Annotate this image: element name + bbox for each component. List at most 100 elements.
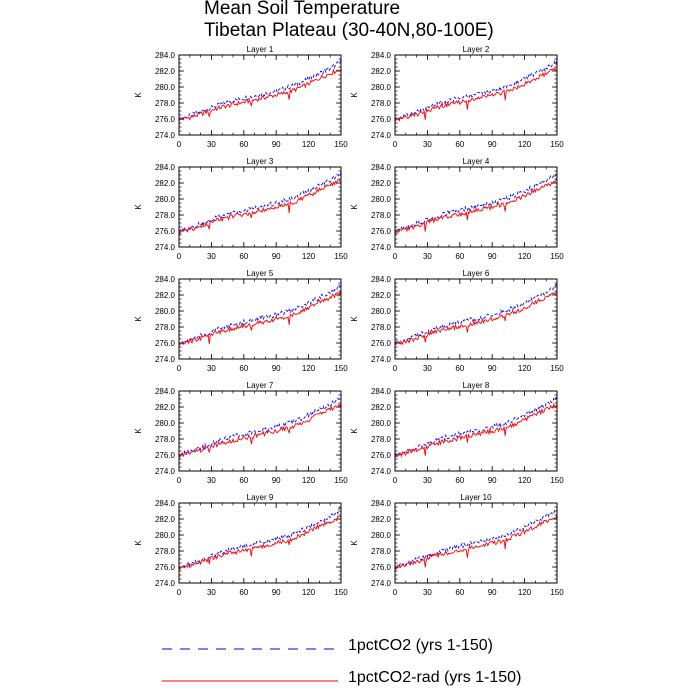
panel-8-x-tick-label: 30 — [423, 476, 432, 485]
panel-9-y-axis-label: K — [134, 540, 143, 546]
panel-2-y-tick-label: 274.0 — [371, 131, 392, 140]
panel-9-x-tick-label: 120 — [302, 588, 316, 597]
panel-6-y-tick-label: 274.0 — [371, 355, 392, 364]
panel-1-x-tick-label: 90 — [272, 140, 281, 149]
panel-4-y-tick-label: 276.0 — [371, 227, 392, 236]
panel-10-x-tick-label: 120 — [518, 588, 532, 597]
panel-10-x-tick-label: 150 — [550, 588, 564, 597]
panel-4-title: Layer 4 — [463, 157, 490, 166]
panel-9-y-tick-label: 274.0 — [155, 579, 176, 588]
panel-6-y-tick-label: 278.0 — [371, 323, 392, 332]
panel-5-x-tick-label: 90 — [272, 364, 281, 373]
panel-1-title: Layer 1 — [247, 45, 274, 54]
panel-6-x-tick-label: 150 — [550, 364, 564, 373]
panel-10-series-1pctco2-rad-line — [394, 514, 558, 570]
panel-3-x-tick-label: 150 — [334, 252, 348, 261]
panel-1-x-tick-label: 150 — [334, 140, 348, 149]
panel-7-x-tick-label: 150 — [334, 476, 348, 485]
panel-9-x-tick-label: 30 — [207, 588, 216, 597]
panel-8-title: Layer 8 — [463, 381, 490, 390]
panel-7-x-tick-label: 60 — [239, 476, 248, 485]
panel-9-series-1pctco2-line — [178, 507, 342, 569]
panel-4-frame — [394, 166, 558, 248]
panel-4-series-1pctco2-rad-line — [394, 179, 558, 235]
panel-9-title: Layer 9 — [247, 493, 274, 502]
panel-7-y-tick-label: 274.0 — [155, 467, 176, 476]
panel-3-y-tick-label: 282.0 — [155, 179, 176, 188]
panel-2-title: Layer 2 — [463, 45, 490, 54]
panel-3-y-tick-label: 284.0 — [155, 163, 176, 172]
panel-4-y-axis-label: K — [350, 204, 359, 210]
panel-2-series-1pctco2-line — [394, 60, 558, 121]
panel-3-x-tick-label: 30 — [207, 252, 216, 261]
panel-2-y-tick-label: 278.0 — [371, 99, 392, 108]
panel-7-series-1pctco2-rad-line — [178, 402, 342, 458]
panel-1-y-tick-label: 274.0 — [155, 131, 176, 140]
panel-3-x-tick-label: 0 — [177, 252, 182, 261]
panel-5-frame — [178, 278, 342, 360]
panel-7-y-tick-label: 278.0 — [155, 435, 176, 444]
panel-6-series-1pctco2-line — [394, 283, 558, 346]
panel-4-x-tick-label: 150 — [550, 252, 564, 261]
panel-2-x-tick-label: 90 — [488, 140, 497, 149]
panel-8-frame — [394, 390, 558, 472]
panel-1-series-1pctco2-line — [178, 59, 342, 122]
panel-9-x-tick-label: 60 — [239, 588, 248, 597]
panel-10-y-tick-label: 282.0 — [371, 515, 392, 524]
panel-6-x-tick-label: 90 — [488, 364, 497, 373]
legend-label-1pctco2-rad: 1pctCO2-rad (yrs 1-150) — [348, 669, 522, 686]
panel-6-x-tick-label: 30 — [423, 364, 432, 373]
panel-7-frame — [178, 390, 342, 472]
panel-9-y-tick-label: 282.0 — [155, 515, 176, 524]
panel-7-y-axis-label: K — [134, 428, 143, 434]
panel-4-y-tick-label: 284.0 — [371, 163, 392, 172]
panel-10-y-tick-label: 284.0 — [371, 499, 392, 508]
panel-8-x-tick-label: 90 — [488, 476, 497, 485]
panel-1-y-tick-label: 284.0 — [155, 51, 176, 60]
panel-9-x-tick-label: 150 — [334, 588, 348, 597]
panel-10-x-tick-label: 30 — [423, 588, 432, 597]
panel-3-y-tick-label: 276.0 — [155, 227, 176, 236]
panel-4-x-tick-label: 30 — [423, 252, 432, 261]
legend-label-1pctco2: 1pctCO2 (yrs 1-150) — [348, 637, 493, 654]
panel-10-x-tick-label: 0 — [393, 588, 398, 597]
panel-9-y-tick-label: 276.0 — [155, 563, 176, 572]
panel-3-frame — [178, 166, 342, 248]
panel-6-y-tick-label: 284.0 — [371, 275, 392, 284]
panel-2-y-tick-label: 276.0 — [371, 115, 392, 124]
panel-3-title: Layer 3 — [247, 157, 274, 166]
panel-4-x-tick-label: 120 — [518, 252, 532, 261]
panel-7-y-tick-label: 280.0 — [155, 419, 176, 428]
panel-5-y-axis-label: K — [134, 316, 143, 322]
panel-8-y-axis-label: K — [350, 428, 359, 434]
panel-5-x-tick-label: 30 — [207, 364, 216, 373]
panel-7-x-tick-label: 30 — [207, 476, 216, 485]
panel-10-title: Layer 10 — [460, 493, 492, 502]
panel-3-x-tick-label: 90 — [272, 252, 281, 261]
panel-5-y-tick-label: 276.0 — [155, 339, 176, 348]
panel-5-x-tick-label: 0 — [177, 364, 182, 373]
panel-8-series-1pctco2-rad-line — [394, 402, 558, 458]
panel-7-title: Layer 7 — [247, 381, 274, 390]
panel-3-y-tick-label: 274.0 — [155, 243, 176, 252]
panel-7-series-1pctco2-line — [178, 397, 342, 458]
panel-10-y-tick-label: 274.0 — [371, 579, 392, 588]
panel-2-x-tick-label: 120 — [518, 140, 532, 149]
panel-10-y-axis-label: K — [350, 540, 359, 546]
panel-4-y-tick-label: 282.0 — [371, 179, 392, 188]
panel-10-frame — [394, 502, 558, 584]
panel-2-series-1pctco2-rad-line — [394, 66, 558, 123]
panel-10-y-tick-label: 278.0 — [371, 547, 392, 556]
panel-6-x-tick-label: 120 — [518, 364, 532, 373]
panel-5-y-tick-label: 280.0 — [155, 307, 176, 316]
panel-8-x-tick-label: 120 — [518, 476, 532, 485]
panel-10-series-1pctco2-line — [394, 508, 558, 569]
panel-5-x-tick-label: 120 — [302, 364, 316, 373]
panel-3-y-axis-label: K — [134, 204, 143, 210]
panel-8-x-tick-label: 60 — [455, 476, 464, 485]
panel-5-series-1pctco2-line — [178, 284, 342, 345]
panel-10-x-tick-label: 90 — [488, 588, 497, 597]
panel-6-title: Layer 6 — [463, 269, 490, 278]
panel-7-y-tick-label: 276.0 — [155, 451, 176, 460]
